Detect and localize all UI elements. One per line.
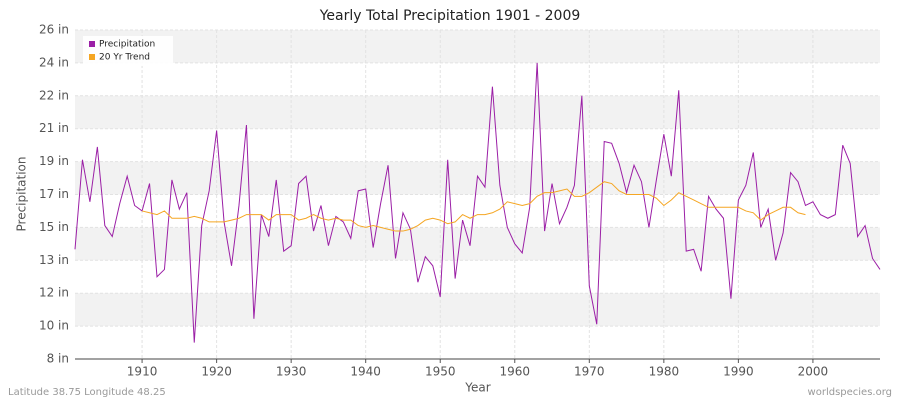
y-tick-label: 13 in bbox=[39, 253, 69, 267]
footer-right: worldspecies.org bbox=[808, 387, 892, 398]
x-tick-label: 1920 bbox=[201, 365, 232, 379]
legend-label: Precipitation bbox=[99, 40, 155, 50]
legend-box bbox=[83, 36, 173, 66]
x-tick-label: 1940 bbox=[350, 365, 381, 379]
y-tick-label: 8 in bbox=[47, 352, 69, 366]
x-tick-label: 1960 bbox=[499, 365, 530, 379]
y-tick-label: 21 in bbox=[39, 121, 69, 135]
y-tick-label: 19 in bbox=[39, 154, 69, 168]
x-tick-label: 1970 bbox=[574, 365, 605, 379]
x-tick-label: 1990 bbox=[723, 365, 754, 379]
legend-swatch bbox=[89, 54, 95, 60]
y-tick-label: 15 in bbox=[39, 220, 69, 234]
grid-band bbox=[75, 227, 880, 261]
grid-band bbox=[75, 95, 880, 129]
legend-label: 20 Yr Trend bbox=[99, 53, 150, 63]
y-tick-label: 17 in bbox=[39, 187, 69, 201]
x-tick-label: 2000 bbox=[798, 365, 829, 379]
series-line bbox=[74, 62, 881, 343]
x-tick-label: 1980 bbox=[649, 365, 680, 379]
y-tick-label: 24 in bbox=[39, 55, 69, 69]
y-tick-label: 10 in bbox=[39, 319, 69, 333]
footer-left: Latitude 38.75 Longitude 48.25 bbox=[8, 387, 166, 398]
legend-swatch bbox=[89, 41, 95, 47]
x-tick-label: 1950 bbox=[425, 365, 456, 379]
y-axis-label: Precipitation bbox=[15, 156, 29, 231]
y-tick-label: 26 in bbox=[39, 23, 69, 37]
y-tick-label: 22 in bbox=[39, 88, 69, 102]
x-tick-label: 1910 bbox=[127, 365, 158, 379]
grid-band bbox=[75, 293, 880, 327]
y-tick-label: 12 in bbox=[39, 286, 69, 300]
grid-band bbox=[75, 30, 880, 63]
chart-title: Yearly Total Precipitation 1901 - 2009 bbox=[319, 8, 581, 24]
x-tick-label: 1930 bbox=[276, 365, 307, 379]
series-line bbox=[141, 181, 806, 232]
x-axis-label: Year bbox=[464, 381, 490, 395]
